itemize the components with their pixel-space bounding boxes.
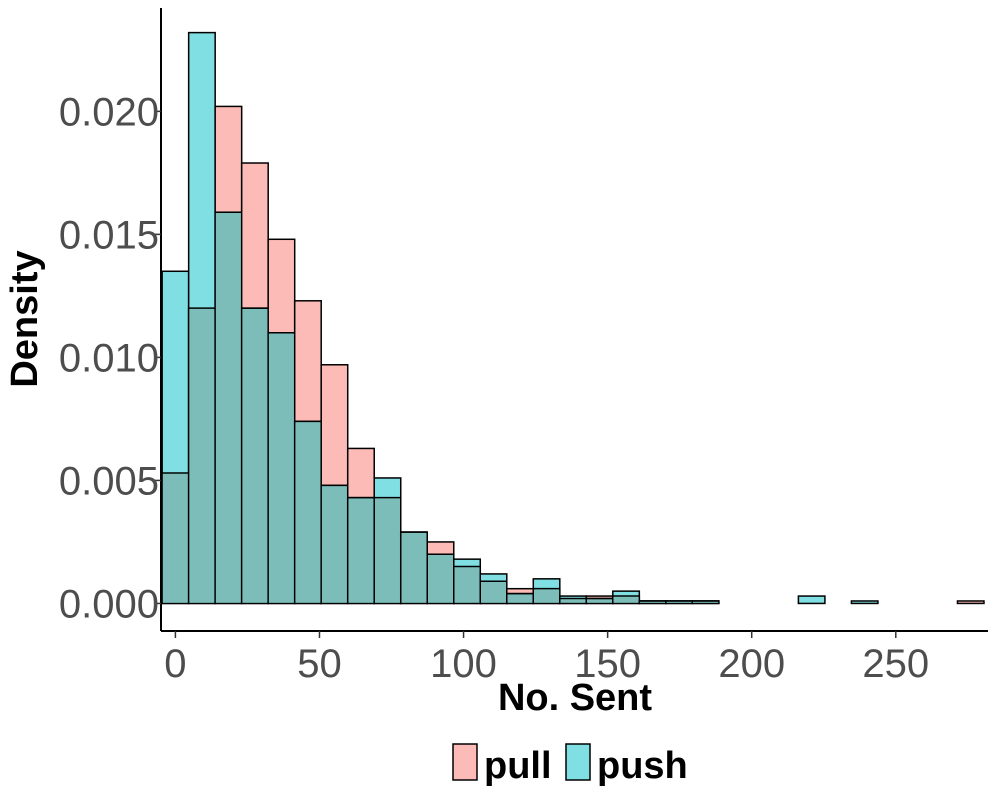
bar-overlap xyxy=(640,601,666,603)
bar-overlap xyxy=(560,599,586,603)
y-tick-label: 0.020 xyxy=(59,90,159,134)
legend-key-pull xyxy=(452,743,478,781)
legend: pull push xyxy=(452,743,688,787)
bar-overlap xyxy=(401,532,427,603)
histogram-bars xyxy=(161,31,985,605)
bar-overlap xyxy=(268,333,294,603)
bar-overlap xyxy=(454,567,480,603)
bar-overlap xyxy=(534,589,560,603)
bar-overlap xyxy=(348,498,374,603)
legend-key-push xyxy=(565,743,591,781)
bar-overlap xyxy=(666,601,692,603)
bar-overlap xyxy=(162,473,188,603)
legend-label-push: push xyxy=(597,745,688,787)
bar-overlap xyxy=(374,498,400,603)
y-tick-label: 0.010 xyxy=(59,336,159,380)
x-tick-label: 50 xyxy=(297,642,342,686)
y-tick-label: 0.015 xyxy=(59,213,159,257)
bar-overlap xyxy=(189,308,215,603)
bar-overlap xyxy=(693,601,719,603)
x-tick-label: 100 xyxy=(430,642,497,686)
bar-overlap xyxy=(295,422,321,603)
bar-overlap xyxy=(321,486,347,603)
bar-overlap xyxy=(242,308,268,603)
x-tick-label: 250 xyxy=(862,642,929,686)
x-tick-label: 200 xyxy=(718,642,785,686)
bar-overlap xyxy=(215,212,241,603)
bar-overlap xyxy=(481,582,507,603)
legend-label-pull: pull xyxy=(484,745,552,787)
bar-overlap xyxy=(507,594,533,603)
x-axis-ticks: 0 50 100 150 200 250 xyxy=(164,631,929,686)
bar-overlap xyxy=(587,599,613,603)
x-tick-label: 150 xyxy=(574,642,641,686)
bar-push xyxy=(850,600,879,605)
bar-overlap xyxy=(428,554,454,603)
bar-push xyxy=(797,595,826,605)
bar-pull xyxy=(956,600,985,605)
y-tick-label: 0.005 xyxy=(59,459,159,503)
x-axis-title: No. Sent xyxy=(498,677,652,719)
y-tick-label: 0.000 xyxy=(59,582,159,626)
y-axis-ticks: 0.000 0.005 0.010 0.015 0.020 xyxy=(59,90,161,626)
bar-overlap xyxy=(613,596,639,603)
x-tick-label: 0 xyxy=(164,642,186,686)
y-axis-title: Density xyxy=(4,250,46,387)
